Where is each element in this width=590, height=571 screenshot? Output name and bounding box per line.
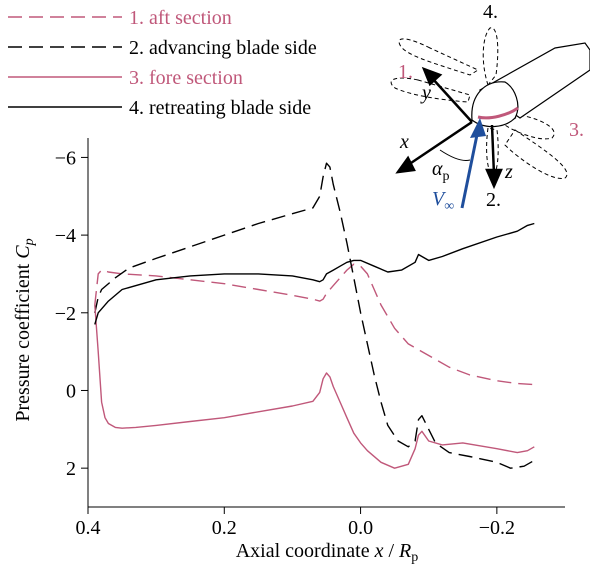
blade-section-left — [390, 77, 471, 103]
series-line-3 — [94, 304, 535, 469]
station-3-label: 3. — [569, 119, 584, 141]
y-tick-label: 2 — [66, 458, 76, 480]
z-axis-arrowhead — [485, 168, 503, 190]
alpha-subscript: p — [443, 169, 450, 184]
x-tick-label: 0.2 — [212, 517, 237, 539]
series-line-2 — [94, 162, 535, 469]
legend-label-2: 2. advancing blade side — [129, 37, 317, 59]
legend-label-3: 3. fore section — [129, 67, 243, 89]
legend-label-1: 1. aft section — [129, 7, 232, 29]
hub-body — [471, 42, 590, 128]
legend: 1. aft section 2. advancing blade side 3. … — [8, 7, 317, 119]
station-2-label: 2. — [486, 189, 501, 211]
blade-sections-dashed — [390, 27, 568, 179]
x-ticks: 0.4 0.2 0.0 −0.2 — [76, 507, 515, 539]
velocity-symbol: V — [432, 188, 447, 210]
fore-section-highlight — [477, 106, 519, 120]
y-tick-label: −6 — [55, 147, 76, 169]
freestream-velocity-arrow — [460, 129, 480, 209]
axis-z-label: z — [504, 161, 513, 183]
alpha-label: αp — [432, 158, 450, 184]
coordinate-axes — [395, 66, 503, 190]
x-axis-arrow — [407, 120, 473, 167]
velocity-label: V∞ — [432, 188, 454, 214]
blade-section-right-lower — [504, 129, 568, 179]
x-tick-label: 0.4 — [76, 517, 101, 539]
y-axis-label: Pressure coefficient Cp — [12, 238, 37, 421]
axis-x-label: x — [399, 131, 409, 153]
angle-arc — [439, 149, 471, 161]
legend-label-4: 4. retreating blade side — [129, 97, 311, 119]
y-axis-arrow — [431, 77, 473, 123]
y-tick-label: −4 — [55, 225, 76, 247]
alpha-symbol: α — [432, 158, 443, 180]
y-ticks: −6 −4 −2 0 2 — [55, 147, 88, 480]
series-layer — [94, 162, 535, 469]
x-axis-label: Axial coordinate x / Rp — [236, 540, 419, 565]
axis-y-label: y — [420, 82, 431, 104]
x-axis-arrowhead — [395, 155, 416, 174]
y-tick-label: −2 — [55, 303, 76, 325]
velocity-subscript: ∞ — [444, 199, 454, 214]
x-tick-label: 0.0 — [348, 517, 373, 539]
series-line-4 — [94, 222, 535, 325]
axes — [87, 138, 565, 508]
y-tick-label: 0 — [66, 380, 76, 402]
x-tick-label: −0.2 — [479, 517, 515, 539]
blade-section-top — [482, 27, 499, 87]
inset-schematic: 1. 2. 3. 4. y x z αp V∞ — [390, 1, 590, 214]
series-line-1 — [94, 263, 535, 386]
freestream-velocity-arrowhead — [470, 118, 486, 138]
z-axis-arrow — [490, 124, 496, 176]
spinner — [471, 81, 519, 128]
station-4-label: 4. — [483, 1, 498, 23]
blade-section-right-upper — [504, 114, 555, 140]
y-axis-arrowhead — [421, 66, 443, 87]
station-1-label: 1. — [398, 61, 413, 83]
